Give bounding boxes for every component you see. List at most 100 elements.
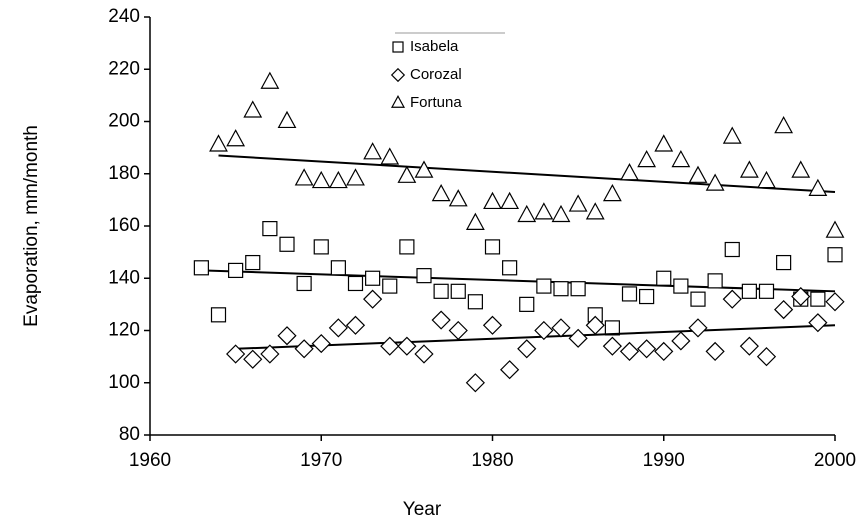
marker-diamond <box>551 318 571 338</box>
y-tick-label: 240 <box>108 6 140 27</box>
marker-square <box>330 260 346 276</box>
marker-square <box>639 288 655 305</box>
y-tick-label: 140 <box>108 267 140 288</box>
marker-triangle <box>363 142 383 160</box>
y-tick-label: 80 <box>119 424 140 445</box>
marker-square <box>827 247 843 263</box>
marker-triangle <box>380 147 400 165</box>
x-tick-label: 1980 <box>471 450 513 471</box>
marker-square <box>313 239 329 255</box>
trend-line <box>218 154 836 194</box>
marker-square <box>604 320 620 336</box>
marker-triangle <box>226 129 246 147</box>
marker-square <box>365 270 381 286</box>
marker-triangle <box>294 168 314 186</box>
marker-square <box>262 221 278 237</box>
legend-label: Corozal <box>410 66 462 83</box>
marker-square <box>519 296 535 312</box>
marker-diamond <box>243 349 263 369</box>
marker-square <box>210 307 227 323</box>
marker-triangle <box>346 168 365 186</box>
marker-diamond <box>671 331 691 351</box>
y-tick-label: 160 <box>108 215 140 236</box>
marker-triangle <box>654 134 674 152</box>
marker-triangle <box>328 170 348 189</box>
marker-square <box>724 241 740 258</box>
marker-square <box>382 278 398 294</box>
marker-triangle <box>705 173 725 191</box>
marker-triangle <box>791 160 811 178</box>
marker-square <box>758 283 775 299</box>
marker-square <box>433 283 449 299</box>
marker-diamond <box>722 289 742 309</box>
marker-triangle <box>500 191 520 210</box>
marker-diamond <box>705 341 725 361</box>
marker-diamond <box>791 286 811 307</box>
y-tick-label: 180 <box>108 163 140 184</box>
marker-triangle <box>431 183 451 202</box>
marker-triangle <box>739 160 759 178</box>
marker-square <box>467 294 483 310</box>
marker-square <box>392 41 404 53</box>
marker-diamond <box>345 315 366 335</box>
marker-triangle <box>637 149 657 168</box>
x-axis-label: Year <box>403 499 442 520</box>
marker-square <box>296 275 312 292</box>
marker-triangle <box>757 170 776 189</box>
marker-triangle <box>311 170 331 189</box>
marker-square <box>347 275 364 292</box>
marker-square <box>570 281 586 297</box>
marker-diamond <box>363 289 383 309</box>
marker-diamond <box>688 318 708 338</box>
marker-diamond <box>774 300 794 320</box>
marker-square <box>690 291 706 307</box>
marker-diamond <box>500 360 520 380</box>
marker-diamond <box>328 318 348 338</box>
marker-diamond <box>380 336 400 356</box>
marker-diamond <box>260 344 280 364</box>
marker-diamond <box>808 313 828 333</box>
y-axis-label: Evaporation, mm/month <box>21 125 42 327</box>
marker-square <box>279 236 295 252</box>
marker-square <box>621 286 638 302</box>
marker-triangle <box>277 110 297 129</box>
marker-diamond <box>619 341 640 361</box>
marker-diamond <box>739 336 759 356</box>
marker-triangle <box>825 220 845 238</box>
marker-square <box>553 281 569 297</box>
marker-square <box>673 278 689 294</box>
x-tick-label: 1970 <box>300 450 342 471</box>
trend-line <box>235 324 836 350</box>
marker-triangle <box>602 183 622 202</box>
marker-square <box>502 260 518 276</box>
marker-triangle <box>260 71 280 89</box>
marker-diamond <box>637 339 657 359</box>
marker-diamond <box>465 373 485 393</box>
marker-diamond <box>585 315 605 335</box>
marker-diamond <box>390 67 406 83</box>
marker-diamond <box>397 336 417 356</box>
marker-triangle <box>568 194 588 212</box>
marker-diamond <box>482 315 503 335</box>
marker-triangle <box>671 149 691 168</box>
marker-square <box>741 283 757 299</box>
marker-square <box>810 291 826 307</box>
marker-diamond <box>568 328 588 348</box>
marker-triangle <box>390 94 406 108</box>
marker-square <box>656 270 672 286</box>
marker-square <box>776 254 792 271</box>
y-tick-label: 120 <box>108 320 140 341</box>
marker-square <box>399 239 415 255</box>
marker-triangle <box>534 202 554 220</box>
marker-diamond <box>431 310 451 330</box>
marker-triangle <box>808 178 828 196</box>
marker-triangle <box>243 100 263 118</box>
marker-diamond <box>414 344 434 364</box>
marker-diamond <box>277 326 297 346</box>
marker-triangle <box>551 204 571 223</box>
marker-square <box>707 273 723 289</box>
x-tick-label: 1990 <box>643 450 685 471</box>
marker-triangle <box>414 160 434 178</box>
legend <box>388 32 513 128</box>
marker-diamond <box>226 344 246 364</box>
